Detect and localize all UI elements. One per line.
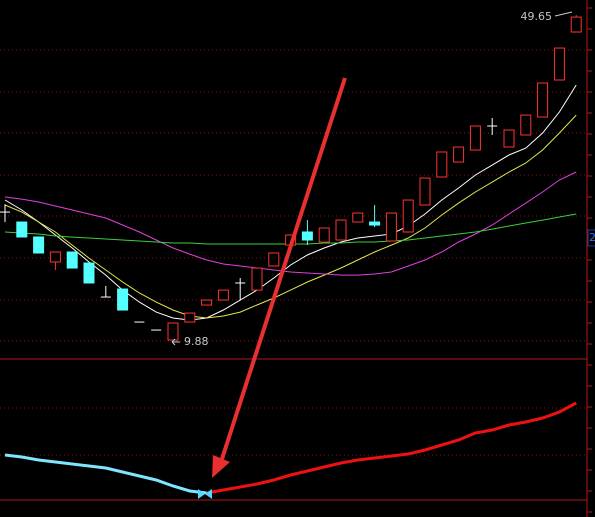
candle-body: [318, 227, 330, 243]
high-label-pointer: [554, 11, 573, 17]
candle-body: [503, 129, 515, 148]
candle-body: [469, 125, 481, 151]
candle-body: [537, 82, 549, 118]
candle-body: [251, 267, 263, 291]
candle-body: [570, 16, 582, 33]
candle-body: [201, 299, 213, 306]
pointer-arrow-shaft: [219, 77, 347, 463]
low-label-pointer: [171, 338, 180, 346]
ma-line: [4, 114, 577, 319]
candle-body: [184, 312, 196, 323]
pointer-arrow-head: [212, 455, 230, 478]
candle-body: [117, 288, 129, 311]
overlay: 49.65 9.88 2: [171, 10, 595, 499]
candle-body: [33, 236, 45, 254]
candle-body: [520, 114, 532, 136]
axis-badge-text: 2: [589, 231, 595, 244]
candle-body: [402, 199, 414, 233]
candle-body: [419, 177, 431, 206]
candle-body: [352, 212, 364, 223]
high-label: 49.65: [521, 10, 553, 23]
axis-badge: [587, 229, 595, 247]
candle-body: [16, 221, 28, 238]
candle-body: [369, 221, 381, 226]
candle-body: [335, 219, 347, 241]
candle-body: [66, 251, 78, 269]
candle-body: [385, 212, 397, 242]
candle-body: [217, 289, 229, 301]
candle-body: [453, 146, 465, 163]
butterfly-icon: [198, 489, 212, 499]
candle-body: [167, 322, 179, 341]
candle-body: [301, 231, 313, 241]
candle-body: [268, 252, 280, 267]
candle-body: [436, 151, 448, 178]
grid: [0, 7, 592, 513]
candle-body: [49, 251, 61, 263]
candle-body: [553, 47, 565, 81]
low-label: 9.88: [184, 335, 209, 348]
indicator-line: [4, 453, 207, 495]
candle-body: [83, 262, 95, 284]
marks: [0, 15, 582, 495]
ma-line: [4, 84, 577, 321]
indicator-line: [206, 401, 577, 495]
